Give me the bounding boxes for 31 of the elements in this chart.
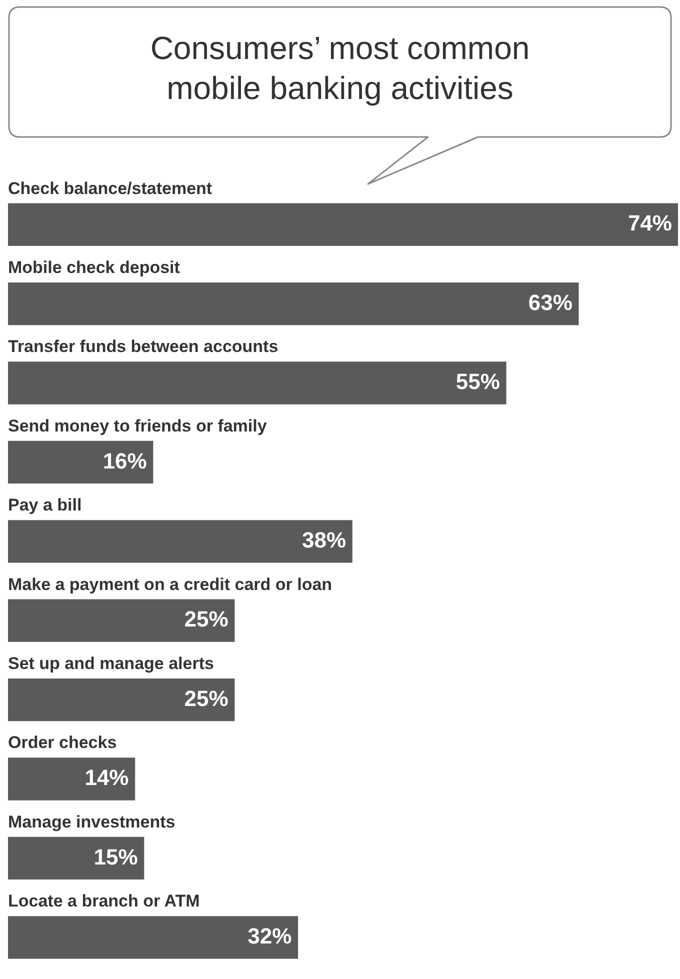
bar <box>8 758 136 800</box>
y-tick-label: Send money to friends or family <box>8 416 268 436</box>
bar <box>8 520 352 563</box>
bar <box>8 362 506 404</box>
y-tick-label: Manage investments <box>8 812 176 832</box>
y-tick-label: Make a payment on a credit card or loan <box>8 574 332 594</box>
data-label: 32% <box>248 923 292 948</box>
y-tick-label: Transfer funds between accounts <box>8 337 278 356</box>
bar <box>8 203 678 246</box>
y-tick-label: Check balance/statement <box>8 178 212 198</box>
bar <box>8 916 298 959</box>
bar <box>8 678 235 722</box>
y-tick-label: Set up and manage alerts <box>8 654 214 673</box>
chart-title: Consumers’ most common mobile banking activities <box>149 29 531 108</box>
y-tick-label: Order checks <box>8 733 117 752</box>
data-label: 74% <box>628 210 672 236</box>
bar <box>8 282 579 326</box>
data-label: 25% <box>184 686 228 711</box>
data-label: 15% <box>94 844 138 870</box>
y-tick-label: Pay a bill <box>8 496 82 515</box>
y-tick-label: Mobile check deposit <box>8 258 180 277</box>
y-tick-label: Locate a branch or ATM <box>8 892 200 911</box>
bar <box>8 836 144 880</box>
data-label: 25% <box>184 606 228 632</box>
data-label: 63% <box>528 290 572 315</box>
data-label: 38% <box>302 527 346 552</box>
data-label: 55% <box>456 369 500 394</box>
bar <box>8 599 235 642</box>
data-label: 16% <box>102 448 147 474</box>
bar <box>8 440 154 484</box>
data-label: 14% <box>84 765 129 790</box>
